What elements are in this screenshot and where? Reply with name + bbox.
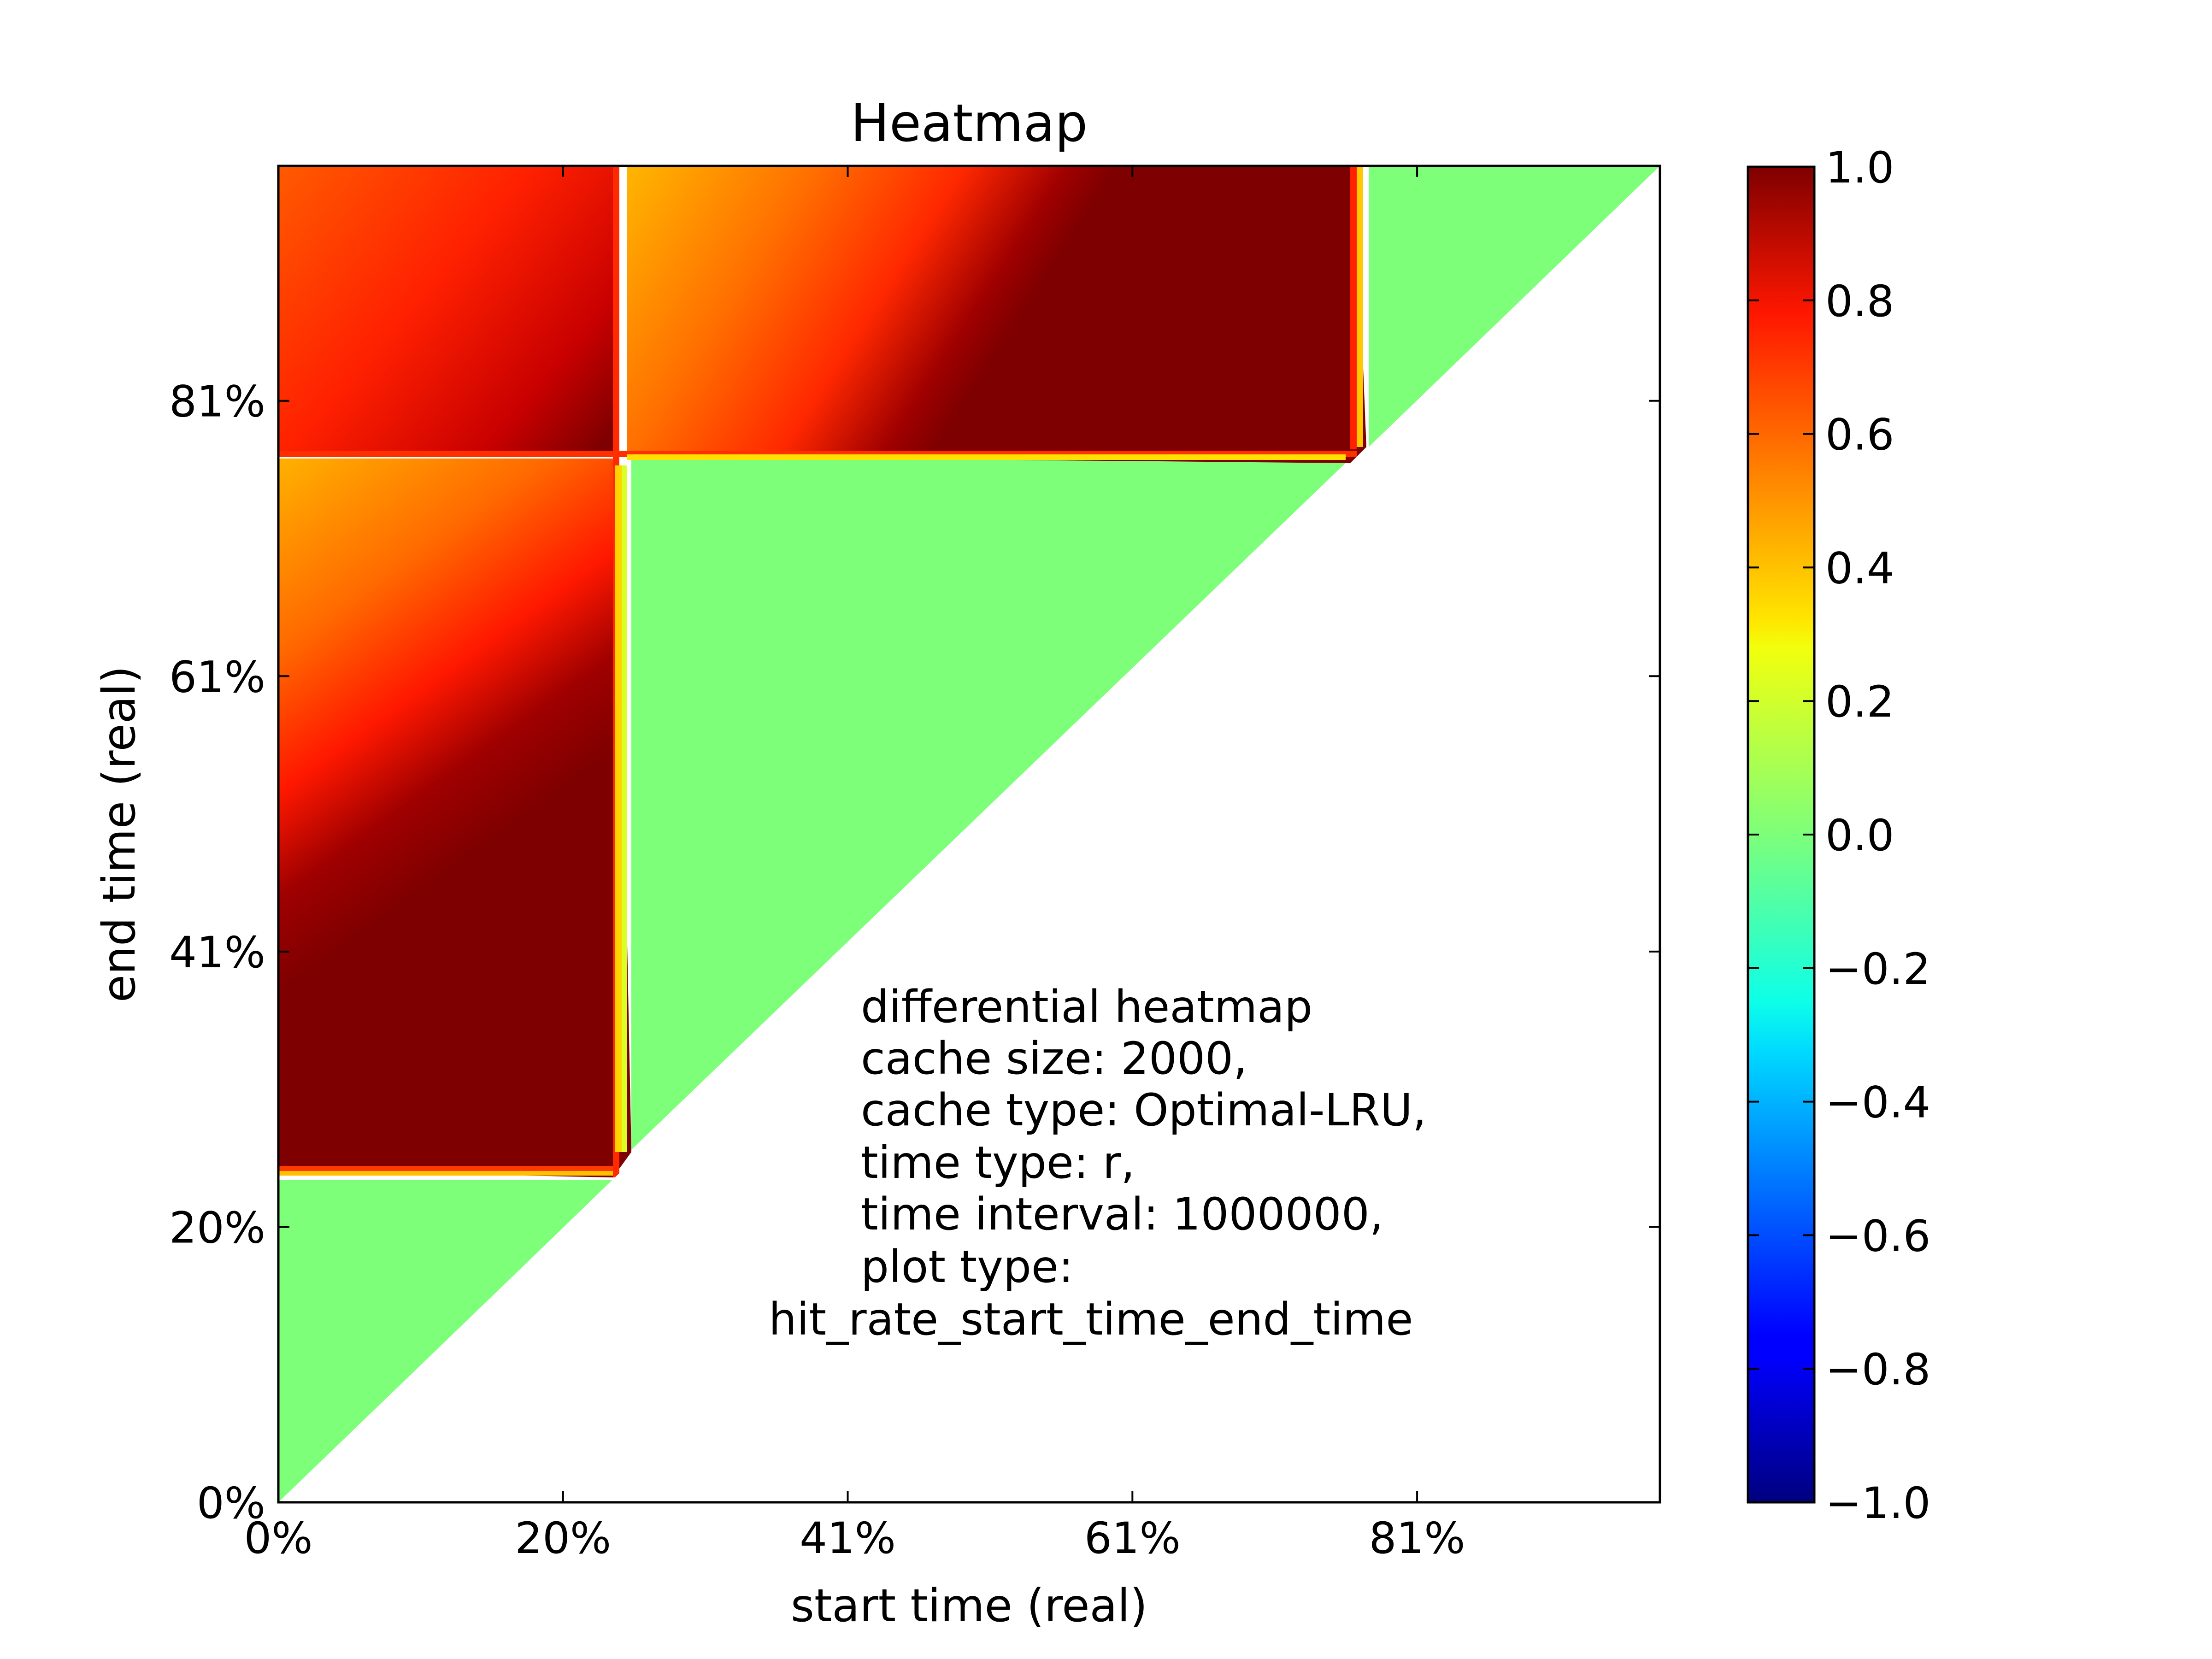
y-axis-ticks: 0% 20% 41% 61% 81% xyxy=(169,377,1660,1529)
y-tick-label: 0% xyxy=(197,1478,265,1529)
annotation-line-2: cache size: 2000, xyxy=(861,1033,1247,1084)
vertical-band-right xyxy=(1350,166,1357,449)
annotation-line-4: time type: r, xyxy=(861,1137,1135,1188)
y-tick-label: 81% xyxy=(169,377,265,427)
colorbar-tick-label: 0.6 xyxy=(1825,410,1894,460)
heatmap-cells xyxy=(278,166,1660,1502)
horizontal-band-bottom xyxy=(278,1166,613,1171)
vertical-band-left-bright xyxy=(615,465,624,1152)
region-upper-left xyxy=(278,166,618,454)
x-tick-label: 20% xyxy=(515,1513,611,1564)
chart-title: Heatmap xyxy=(851,94,1088,153)
colorbar-tick-label: 0.0 xyxy=(1825,811,1894,861)
x-axis-ticks: 0% 20% 41% 61% 81% xyxy=(244,166,1465,1564)
region-middle-zero xyxy=(631,459,1350,1150)
colorbar-tick-label: −1.0 xyxy=(1825,1478,1930,1529)
colorbar-tick-label: −0.8 xyxy=(1825,1345,1930,1395)
colorbar-tick-label: −0.6 xyxy=(1825,1211,1930,1261)
horizontal-band-top-bright xyxy=(627,454,1346,460)
x-tick-label: 41% xyxy=(800,1513,896,1564)
vertical-band-right-bright xyxy=(1357,166,1363,447)
colorbar-ticks: 1.0 0.8 0.6 0.4 0.2 0.0 −0.2 −0.4 −0.6 −0.8 −1.0 xyxy=(1748,143,1930,1529)
colorbar-tick-label: −0.4 xyxy=(1825,1078,1930,1128)
colorbar-tick-label: 1.0 xyxy=(1825,143,1894,193)
x-tick-label: 61% xyxy=(1084,1513,1181,1564)
colorbar-tick-label: 0.8 xyxy=(1825,276,1894,327)
y-tick-label: 61% xyxy=(169,652,265,702)
y-tick-label: 20% xyxy=(169,1203,265,1253)
annotation-line-6: plot type: xyxy=(861,1241,1073,1293)
colorbar-tick-label: 0.4 xyxy=(1825,543,1894,594)
annotation-block: differential heatmap cache size: 2000, c… xyxy=(769,981,1427,1345)
region-top-right-zero xyxy=(1369,166,1660,447)
annotation-line-7: hit_rate_start_time_end_time xyxy=(769,1294,1413,1345)
colorbar-tick-label: −0.2 xyxy=(1825,944,1930,994)
region-lower-left xyxy=(278,459,631,1177)
annotation-line-5: time interval: 1000000, xyxy=(861,1188,1383,1240)
y-tick-label: 41% xyxy=(169,928,265,978)
y-axis-label: end time (real) xyxy=(93,666,146,1003)
x-tick-label: 81% xyxy=(1369,1513,1465,1564)
vertical-band-left-edge xyxy=(622,465,627,1152)
horizontal-band-bottom-bright xyxy=(278,1171,613,1176)
no-data-region xyxy=(279,166,1660,1502)
region-upper-middle xyxy=(627,166,1366,463)
plot-frame xyxy=(277,165,1661,1504)
colorbar-tick-label: 0.2 xyxy=(1825,677,1894,727)
annotation-line-3: cache type: Optimal-LRU, xyxy=(861,1084,1427,1136)
x-tick-label: 0% xyxy=(244,1513,312,1564)
annotation-line-1: differential heatmap xyxy=(861,981,1312,1033)
x-axis-label: start time (real) xyxy=(791,1580,1147,1632)
